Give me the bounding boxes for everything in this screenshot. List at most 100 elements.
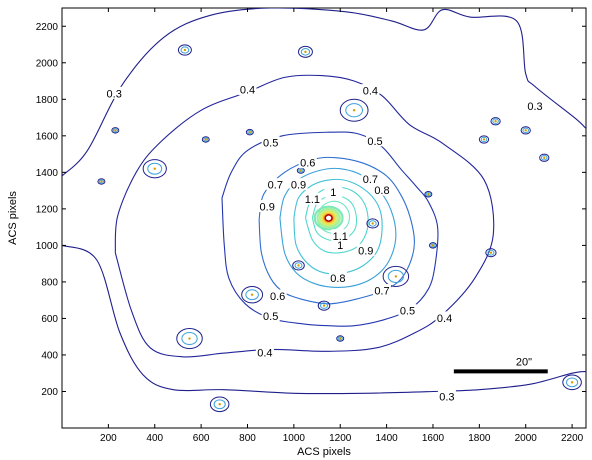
contour-label-bg	[331, 238, 350, 251]
source-outer	[366, 218, 379, 229]
contour-label-bg	[266, 178, 285, 191]
source-peak	[297, 264, 300, 267]
y-tick-label: 600	[41, 314, 58, 325]
contour-line-0.3	[62, 8, 586, 177]
source-outer	[111, 127, 120, 134]
x-tick-label: 1200	[329, 433, 352, 444]
source-outer	[339, 98, 369, 122]
source-outer	[97, 178, 106, 185]
source-peak	[339, 337, 342, 340]
contour-label-bg	[366, 134, 385, 147]
contour-label: 1	[337, 240, 343, 252]
source-outer	[428, 242, 437, 249]
source-peak	[204, 138, 207, 141]
source-peak	[218, 403, 221, 406]
source-inner	[112, 128, 118, 133]
contour-label: 0.9	[291, 180, 306, 192]
contour-line-0.3	[62, 244, 586, 395]
y-tick-label: 1200	[36, 204, 59, 215]
source-inner	[345, 103, 363, 118]
y-tick-label: 400	[41, 350, 58, 361]
y-tick-label: 2200	[36, 22, 59, 33]
contour-label-bg	[525, 99, 544, 112]
x-tick-label: 400	[146, 433, 163, 444]
contour-labels: 0.3 0.3 0.3 0.4 0.4 0.4 0.4 0.5 0.5 0.5 0.5 0.6 0.6 0…	[105, 83, 544, 403]
contour-label-bg	[361, 84, 380, 97]
source-peak	[482, 138, 486, 141]
source-outer	[424, 191, 433, 198]
contour-label-bg	[255, 346, 274, 359]
contour-label: 0.8	[330, 273, 345, 285]
y-tick-label: 200	[41, 387, 58, 398]
x-tick-label: 200	[100, 433, 117, 444]
source-outer	[562, 374, 582, 391]
contour-label: 0.4	[437, 313, 452, 325]
source-inner	[147, 162, 163, 175]
source-outer	[539, 153, 550, 162]
x-tick-label: 1800	[468, 433, 491, 444]
contour-label: 0.3	[107, 88, 122, 100]
source-peak	[188, 337, 191, 340]
contour-label-bg	[238, 83, 257, 96]
source-peak	[543, 156, 546, 159]
x-axis-label: ACS pixels	[297, 446, 351, 458]
contour-label-bg	[372, 183, 391, 196]
source-peak	[114, 129, 117, 132]
source-inner	[337, 336, 343, 341]
core-ring	[322, 212, 335, 224]
source-peak	[352, 109, 356, 112]
contour-label-bg	[398, 304, 417, 317]
source-outer	[520, 126, 531, 135]
source-outer	[201, 136, 210, 143]
source-inner	[180, 46, 190, 54]
contour-label: 0.5	[400, 306, 415, 318]
x-tick-label: 800	[239, 433, 256, 444]
source-outer	[176, 327, 203, 350]
source-peak	[250, 293, 254, 296]
source-inner	[487, 249, 495, 256]
contour-line-0.8	[293, 178, 383, 275]
source-peak	[494, 120, 497, 123]
source-inner	[540, 155, 548, 161]
source-peak	[183, 48, 187, 52]
contour-label: 0.3	[439, 391, 454, 403]
source-inner	[522, 127, 529, 134]
contour-label-bg	[289, 178, 308, 191]
source-peak	[304, 50, 307, 54]
y-axis-label: ACS pixels	[7, 191, 19, 245]
contour-line-1.1	[316, 200, 351, 234]
core-peak	[324, 214, 333, 222]
y-tick-label: 800	[41, 277, 58, 288]
source-peak	[100, 180, 103, 183]
source-peak	[322, 304, 326, 307]
source-peak	[371, 222, 374, 225]
source-inner	[245, 289, 259, 301]
contour-label: 0.4	[363, 86, 378, 98]
source-inner	[181, 331, 198, 346]
y-tick-label: 1800	[36, 95, 59, 106]
source-peak	[153, 167, 156, 170]
source-inner	[387, 269, 405, 283]
x-tick-label: 600	[193, 433, 210, 444]
contour-label-bg	[372, 284, 391, 297]
point-sources	[97, 44, 582, 413]
source-inner	[430, 243, 436, 248]
contour-label-bg	[331, 229, 350, 242]
contour-label: 0.7	[363, 174, 378, 186]
x-axis: 200 400 600 800 1000 1200 1400 1600 1800 2000 2200	[100, 8, 584, 444]
core-ring	[316, 207, 341, 229]
core-ring	[321, 211, 337, 225]
contour-label: 0.4	[257, 348, 272, 360]
source-inner	[294, 262, 303, 269]
contour-label: 0.7	[374, 286, 389, 298]
source-peak	[570, 381, 574, 384]
source-peak	[248, 130, 252, 134]
contour-label: 0.7	[268, 180, 283, 192]
source-outer	[292, 260, 305, 271]
source-inner	[320, 302, 328, 309]
core-ring	[318, 209, 339, 227]
scale-bar-label: 20"	[516, 356, 532, 368]
contour-label-bg	[303, 192, 322, 205]
x-tick-label: 2000	[515, 433, 538, 444]
y-axis: 200 400 600 800 1000 1200 1400 1600 1800 2000 2200	[36, 22, 586, 398]
